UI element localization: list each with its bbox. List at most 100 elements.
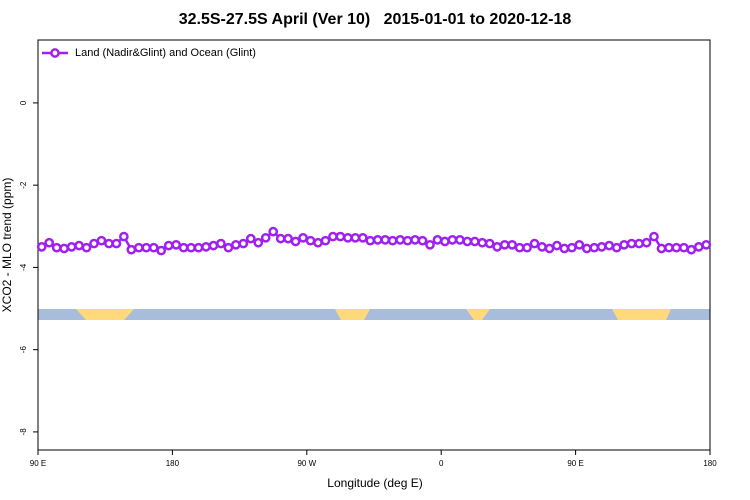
data-point [387, 235, 398, 246]
data-point [589, 242, 600, 253]
data-point [686, 244, 697, 255]
data-point [365, 235, 376, 246]
x-tick-label: 90 E [567, 459, 583, 468]
data-point [477, 237, 488, 248]
data-point [44, 237, 55, 248]
data-point [283, 233, 293, 244]
data-point [372, 235, 383, 245]
data-point [417, 235, 428, 246]
data-point [66, 242, 77, 252]
data-point [305, 235, 316, 246]
data-point [679, 242, 689, 253]
data-point [492, 242, 503, 252]
data-point [111, 238, 122, 249]
data-point [201, 242, 211, 252]
data-point [559, 243, 570, 254]
data-point [335, 231, 346, 242]
legend-label: Land (Nadir&Glint) and Ocean (Glint) [75, 47, 256, 59]
data-point [693, 242, 704, 252]
data-point [357, 232, 368, 243]
data-point [522, 242, 532, 253]
land-ocean-strip [38, 309, 710, 320]
legend-marker [50, 48, 60, 58]
data-point [469, 236, 480, 247]
data-point [268, 226, 279, 237]
data-point [447, 235, 458, 245]
data-point [89, 238, 99, 249]
data-point [664, 242, 674, 253]
x-tick-label: 0 [439, 459, 444, 468]
data-point [245, 233, 256, 244]
data-point [641, 237, 652, 248]
data-point [313, 237, 323, 248]
y-tick-label: 0 [19, 100, 28, 105]
data-point [701, 239, 712, 250]
data-point [238, 238, 249, 249]
data-point [148, 242, 159, 253]
data-point [544, 243, 555, 254]
data-point [320, 235, 331, 246]
data-point [253, 237, 264, 248]
data-point [275, 233, 286, 244]
data-point [350, 232, 361, 243]
data-point [596, 242, 607, 252]
x-axis-title: Longitude (deg E) [327, 476, 422, 490]
data-point [81, 242, 92, 253]
data-point [260, 232, 271, 243]
data-point [96, 235, 107, 246]
data-point [432, 235, 443, 245]
data-point [462, 236, 473, 247]
data-point [634, 238, 644, 249]
data-point [574, 239, 585, 250]
data-point [141, 242, 152, 253]
data-point [36, 242, 47, 252]
data-point [380, 235, 391, 245]
data-point [455, 235, 465, 245]
data-point [619, 239, 629, 250]
data-point [440, 236, 450, 247]
data-point [567, 242, 577, 253]
data-point [133, 242, 144, 253]
data-point [163, 240, 174, 251]
data-point [171, 239, 181, 250]
y-tick-label: -8 [19, 428, 28, 436]
data-point [193, 242, 204, 253]
data-point [223, 242, 234, 253]
y-tick-label: -4 [19, 263, 28, 271]
data-point [156, 245, 167, 256]
data-point [514, 242, 525, 253]
data-point [343, 232, 353, 243]
data-point [395, 235, 405, 245]
x-tick-label: 180 [166, 459, 180, 468]
data-point [537, 242, 547, 252]
data-point [216, 238, 226, 249]
data-point [671, 242, 682, 253]
data-point [425, 239, 435, 250]
data-point [231, 239, 241, 250]
x-tick-label: 180 [703, 459, 717, 468]
data-point [290, 236, 301, 247]
data-point [126, 244, 137, 255]
x-tick-label: 90 E [30, 459, 46, 468]
data-point [51, 242, 62, 253]
data-point [581, 243, 592, 254]
data-point [119, 231, 129, 242]
data-point [208, 240, 219, 251]
data-point [104, 238, 114, 249]
data-point [328, 231, 338, 242]
data-point [552, 240, 562, 251]
data-point [604, 240, 615, 251]
data-point [529, 238, 540, 249]
data-point [611, 242, 622, 253]
data-point [59, 243, 69, 254]
data-point [402, 235, 413, 246]
data-point [298, 232, 308, 243]
data-point [410, 235, 420, 245]
data-point [656, 243, 667, 254]
data-point [507, 239, 517, 250]
y-tick-label: -2 [19, 181, 28, 189]
data-point [649, 231, 659, 242]
data-point [484, 238, 495, 249]
data-point [74, 240, 84, 251]
